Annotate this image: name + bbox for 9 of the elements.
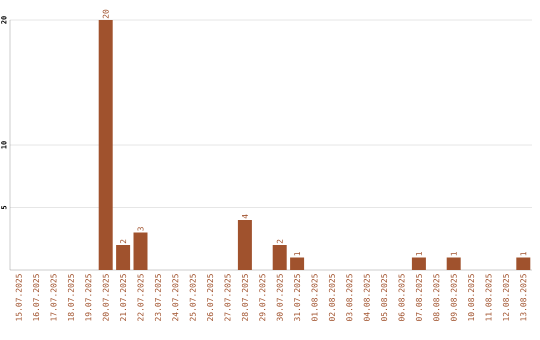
bar — [446, 258, 461, 270]
bar — [272, 245, 287, 270]
bar — [516, 258, 530, 270]
bar — [238, 220, 252, 270]
bar — [98, 20, 113, 270]
bar — [412, 258, 426, 270]
bar — [134, 232, 148, 270]
bar — [290, 258, 304, 270]
bar — [116, 245, 130, 270]
